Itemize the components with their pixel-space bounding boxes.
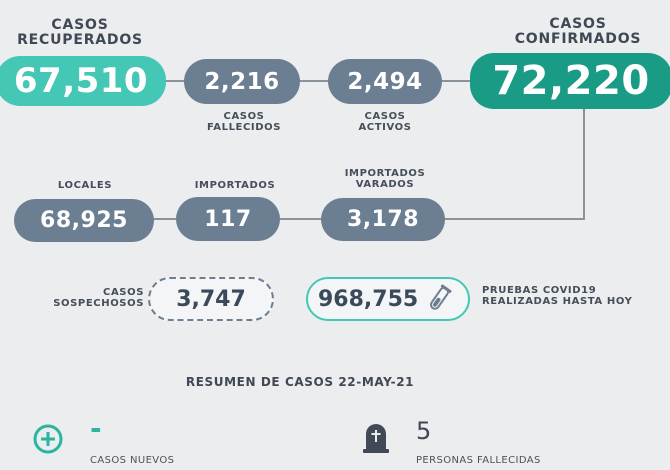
plus-circle-icon (33, 424, 63, 454)
connector-vertical (583, 104, 585, 220)
pruebas-label: PRUEBAS COVID19 REALIZADAS HASTA HOY (482, 285, 633, 307)
pruebas-value: 968,755 (318, 286, 419, 312)
activos-value: 2,494 (328, 59, 442, 104)
pruebas-box: 968,755 (306, 277, 470, 321)
personas-fallecidas-value: 5 (416, 417, 432, 445)
activos-label: CASOS ACTIVOS (358, 111, 412, 133)
test-tube-icon (430, 284, 452, 310)
sospechosos-value: 3,747 (148, 277, 274, 321)
recuperados-label: CASOS RECUPERADOS (17, 17, 143, 48)
tombstone-icon (363, 424, 389, 453)
locales-value: 68,925 (14, 199, 154, 242)
fallecidos-label: CASOS FALLECIDOS (206, 111, 282, 133)
fallecidos-value: 2,216 (184, 59, 300, 104)
resumen-title: RESUMEN DE CASOS 22-MAY-21 (185, 375, 415, 389)
casos-nuevos-label: CASOS NUEVOS (90, 455, 175, 466)
confirmados-label: CASOS CONFIRMADOS (514, 16, 642, 47)
importados-label: IMPORTADOS (194, 180, 276, 191)
confirmados-value: 72,220 (470, 53, 670, 109)
importados-varados-label: IMPORTADOS VARADOS (344, 168, 426, 190)
locales-label: LOCALES (57, 180, 113, 191)
casos-nuevos-value: - (90, 412, 102, 445)
importados-varados-value: 3,178 (321, 198, 445, 241)
sospechosos-label: CASOS SOSPECHOSOS (53, 287, 144, 309)
personas-fallecidas-label: PERSONAS FALLECIDAS (416, 455, 541, 466)
connector-top (160, 80, 480, 82)
recuperados-value: 67,510 (0, 56, 166, 106)
importados-value: 117 (176, 197, 280, 241)
